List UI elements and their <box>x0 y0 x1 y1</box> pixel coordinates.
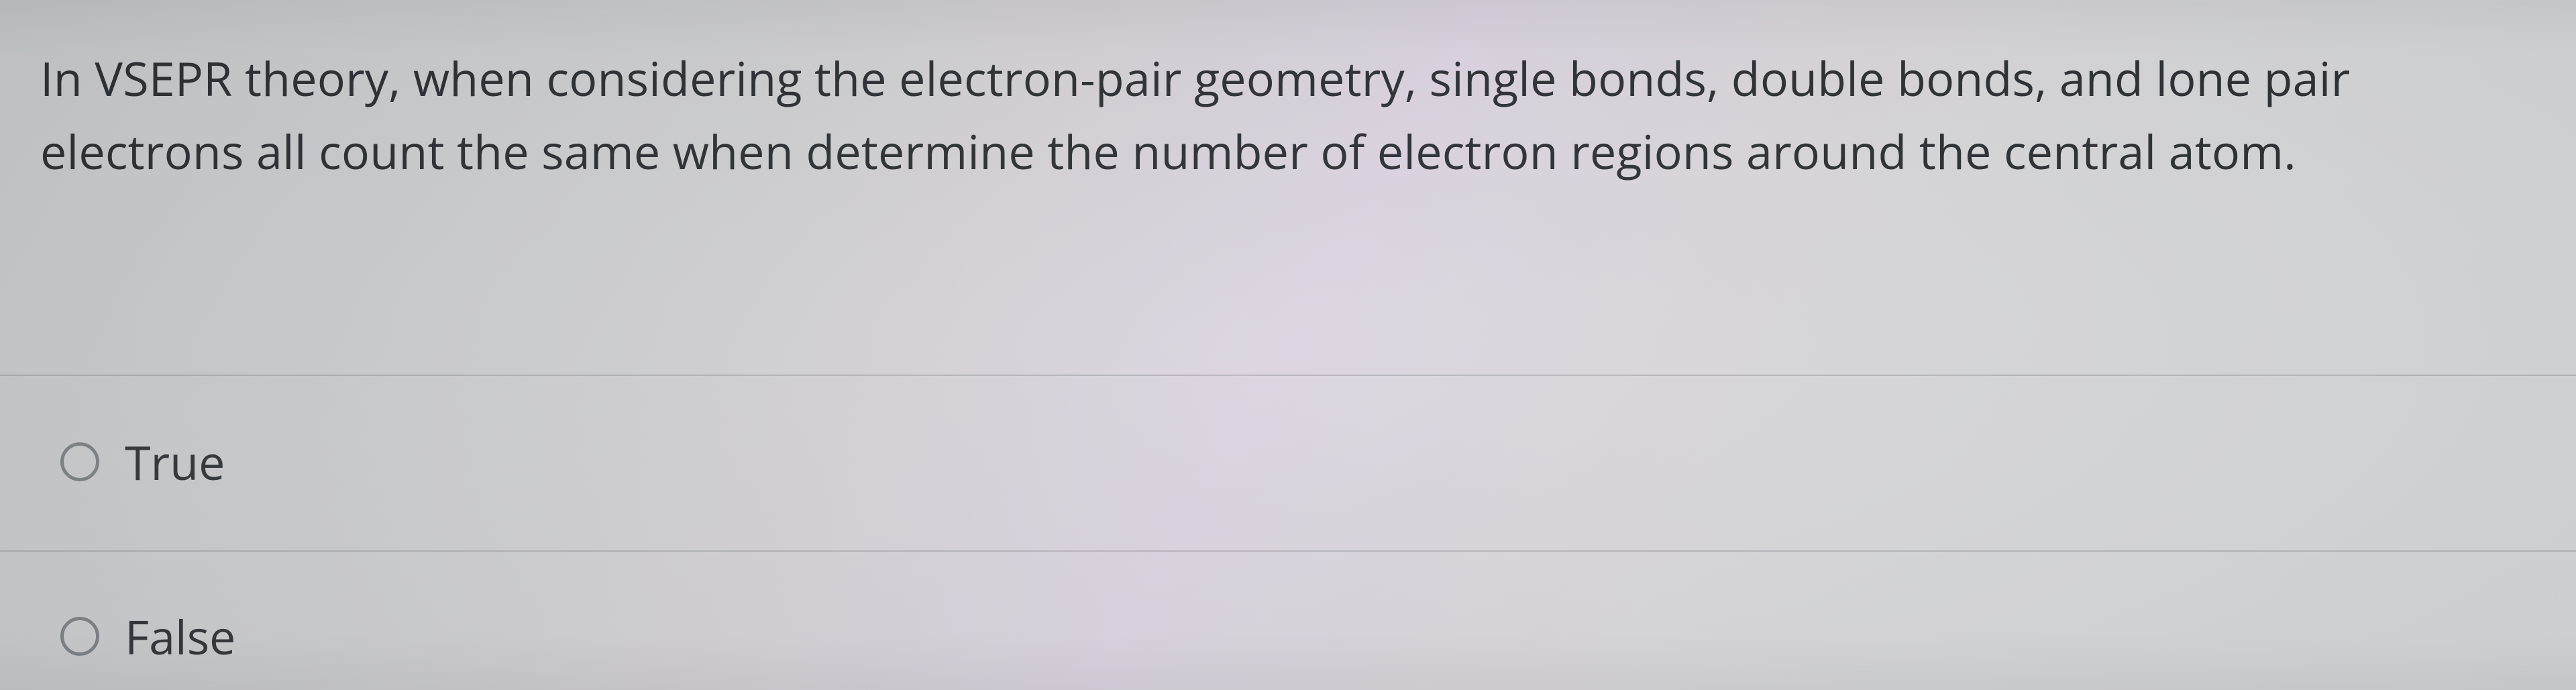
question-stem: In VSEPR theory, when considering the el… <box>40 42 2522 187</box>
option-true-row[interactable]: True <box>60 430 225 494</box>
option-divider <box>0 550 2576 552</box>
radio-icon[interactable] <box>60 442 99 481</box>
option-false-label: False <box>125 604 235 669</box>
option-false-row[interactable]: False <box>60 604 235 669</box>
radio-icon[interactable] <box>60 617 99 656</box>
option-true-label: True <box>125 430 225 494</box>
option-divider <box>0 375 2576 376</box>
